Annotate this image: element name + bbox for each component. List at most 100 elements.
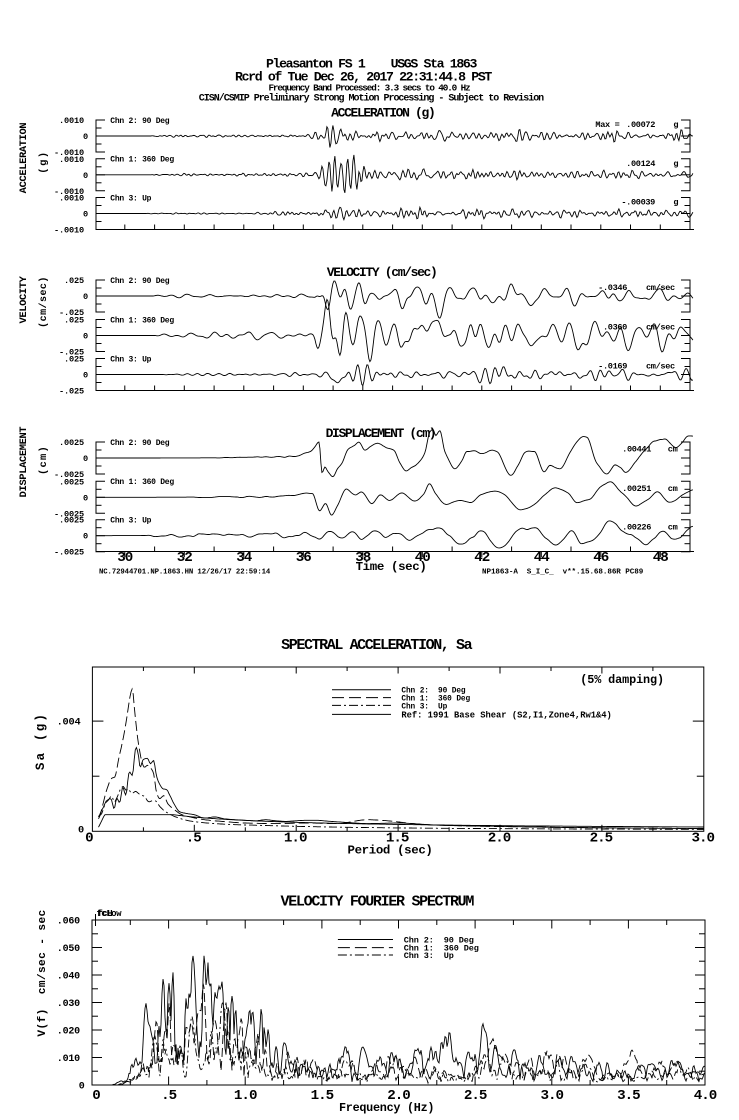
svg-text:VELOCITY FOURIER SPECTRUM: VELOCITY FOURIER SPECTRUM: [281, 894, 475, 911]
svg-text:34: 34: [236, 550, 253, 566]
svg-text:.025: .025: [64, 316, 84, 326]
svg-text:Period (sec): Period (sec): [347, 844, 432, 858]
svg-text:Chn 3: Up: Chn 3: Up: [110, 517, 151, 526]
svg-text:-.00039: -.00039: [621, 198, 655, 208]
svg-text:Chn 3: Up: Chn 3: Up: [110, 194, 151, 203]
svg-text:Sa (g): Sa (g): [34, 712, 48, 770]
svg-text:.00226: .00226: [622, 522, 651, 532]
svg-text:Chn 2: 90 Deg: Chn 2: 90 Deg: [110, 439, 169, 448]
svg-text:Chn 1: 360 Deg: Chn 1: 360 Deg: [110, 316, 174, 325]
svg-text:cm/sec: cm/sec: [646, 362, 675, 372]
svg-text:Chn 1: 360 Deg: Chn 1: 360 Deg: [110, 478, 174, 487]
svg-text:.00072: .00072: [626, 120, 655, 130]
svg-text:46: 46: [593, 550, 609, 566]
svg-text:38: 38: [355, 550, 371, 566]
svg-text:0: 0: [83, 532, 88, 542]
svg-text:Chn 3: Up: Chn 3: Up: [110, 355, 151, 364]
svg-text:Pleasanton FS 1 USGS Sta 18: Pleasanton FS 1 USGS Sta 1863: [266, 57, 477, 72]
svg-text:-.0010: -.0010: [54, 148, 84, 158]
svg-text:(5% damping): (5% damping): [580, 673, 664, 687]
svg-text:.00441: .00441: [622, 445, 651, 455]
svg-text:DISPLACEMENT (cm): DISPLACEMENT (cm): [326, 426, 436, 441]
svg-text:0: 0: [85, 831, 93, 847]
svg-text:42: 42: [474, 550, 490, 566]
svg-text:g: g: [673, 159, 678, 169]
svg-text:3.0: 3.0: [541, 1088, 564, 1104]
svg-text:.00251: .00251: [622, 484, 651, 494]
svg-text:-.0010: -.0010: [54, 187, 84, 197]
svg-text:40: 40: [415, 550, 431, 566]
svg-text:-.025: -.025: [59, 387, 84, 397]
svg-text:32: 32: [177, 550, 193, 566]
svg-text:0: 0: [83, 371, 88, 381]
svg-text:CISN/CSMIP Preliminary Strong: CISN/CSMIP Preliminary Strong Motion Pro…: [199, 93, 544, 105]
svg-text:0: 0: [83, 132, 88, 142]
svg-text:-.025: -.025: [59, 348, 84, 358]
svg-text:Frequency Band Processed: 3.3: Frequency Band Processed: 3.3 secs to 40…: [268, 83, 470, 94]
svg-text:0: 0: [83, 292, 88, 302]
svg-text:cm: cm: [668, 522, 678, 532]
svg-text:Chn 1: 360 Deg: Chn 1: 360 Deg: [404, 944, 479, 954]
svg-text:2.0: 2.0: [387, 1088, 410, 1104]
svg-text:SPECTRAL ACCELERATION, Sa: SPECTRAL ACCELERATION, Sa: [281, 637, 472, 654]
svg-text:Chn 1: 360 Deg: Chn 1: 360 Deg: [110, 156, 174, 165]
svg-text:.0025: .0025: [59, 477, 84, 487]
svg-text:.00124: .00124: [626, 159, 655, 169]
svg-text:.0010: .0010: [59, 155, 84, 165]
svg-text:2.0: 2.0: [488, 831, 511, 847]
svg-text:1.5: 1.5: [386, 831, 409, 847]
svg-text:4.0: 4.0: [694, 1088, 717, 1104]
svg-text:Ref: 1991 Base Shear (S2,I1,Zo: Ref: 1991 Base Shear (S2,I1,Zone4,Rw1&4): [401, 710, 611, 720]
svg-text:Chn 3: Up: Chn 3: Up: [404, 951, 454, 961]
svg-text:(cm/sec): (cm/sec): [38, 276, 50, 328]
svg-text:DISPLACEMENT: DISPLACEMENT: [18, 427, 30, 498]
svg-text:ACCELERATION (g): ACCELERATION (g): [331, 106, 434, 121]
svg-text:Chn 2: 90 Deg: Chn 2: 90 Deg: [110, 117, 169, 126]
svg-text:Chn 2: 90 Deg: Chn 2: 90 Deg: [404, 936, 474, 946]
svg-text:3.0: 3.0: [692, 831, 715, 847]
svg-text:.004: .004: [57, 717, 81, 729]
svg-text:fcLow: fcLow: [97, 909, 123, 919]
svg-text:0: 0: [83, 493, 88, 503]
svg-text:0: 0: [78, 824, 84, 836]
svg-text:NP1863-A S_I_C_ v**.15.68.86: NP1863-A S_I_C_ v**.15.68.86R PC89: [482, 569, 644, 577]
svg-text:.010: .010: [57, 1054, 80, 1065]
svg-text:-.0010: -.0010: [54, 226, 84, 236]
svg-text:-.0025: -.0025: [54, 509, 84, 519]
svg-text:V(f) cm/sec - sec: V(f) cm/sec - sec: [37, 909, 49, 1036]
svg-text:.040: .040: [57, 972, 80, 983]
svg-text:NC.72944701.NP.1863.HN 12/26/1: NC.72944701.NP.1863.HN 12/26/17 22:59:14: [99, 569, 271, 577]
svg-text:3.5: 3.5: [617, 1088, 640, 1104]
svg-text:.0360: .0360: [603, 323, 627, 333]
svg-text:0: 0: [83, 454, 88, 464]
svg-text:0: 0: [83, 171, 88, 181]
svg-text:48: 48: [653, 550, 669, 566]
svg-text:0: 0: [83, 210, 88, 220]
svg-text:.025: .025: [64, 355, 84, 365]
svg-text:-.0169: -.0169: [598, 362, 627, 372]
svg-text:g: g: [673, 198, 678, 208]
svg-text:.0025: .0025: [59, 438, 84, 448]
svg-text:cm/sec: cm/sec: [646, 323, 675, 333]
svg-text:.025: .025: [64, 276, 84, 286]
svg-text:.0010: .0010: [59, 116, 84, 126]
svg-text:VELOCITY: VELOCITY: [18, 275, 30, 323]
svg-text:Time (sec): Time (sec): [356, 560, 427, 574]
svg-text:.050: .050: [57, 944, 80, 955]
svg-text:.020: .020: [57, 1027, 80, 1038]
svg-text:Rcrd of Tue Dec 26, 2017 22:31: Rcrd of Tue Dec 26, 2017 22:31:44.8 PST: [235, 70, 492, 85]
svg-text:.030: .030: [57, 999, 80, 1010]
svg-text:Chn 3: Up: Chn 3: Up: [401, 703, 447, 711]
svg-text:.0010: .0010: [59, 194, 84, 204]
svg-text:.5: .5: [186, 831, 202, 847]
svg-text:-.0025: -.0025: [54, 548, 84, 558]
svg-text:cm: cm: [668, 484, 678, 494]
svg-text:ACCELERATION: ACCELERATION: [18, 123, 30, 194]
svg-text:44: 44: [534, 550, 551, 566]
svg-text:fcH: fcH: [98, 909, 113, 919]
svg-text:(g): (g): [38, 150, 50, 173]
svg-text:cm: cm: [668, 445, 678, 455]
svg-text:cm/sec: cm/sec: [646, 283, 675, 293]
svg-text:Frequency (Hz): Frequency (Hz): [339, 1101, 434, 1115]
svg-text:1.0: 1.0: [234, 1088, 257, 1104]
